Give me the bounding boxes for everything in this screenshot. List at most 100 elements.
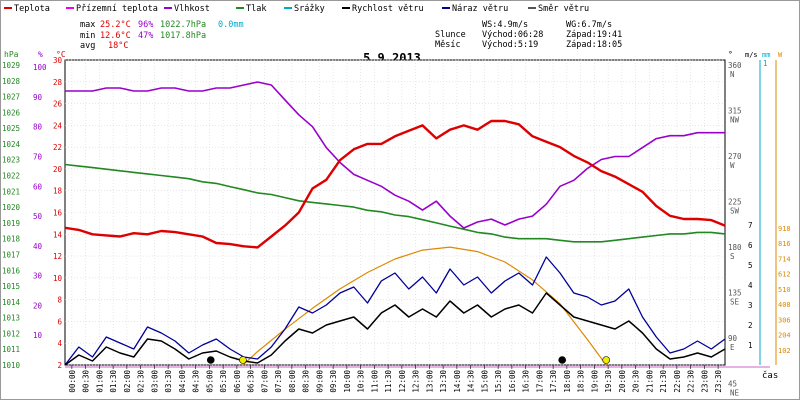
direction-axis-unit: °: [728, 50, 733, 59]
marker-2: [558, 356, 567, 364]
time-tick-22: 11:00: [370, 370, 379, 393]
wind-tick-0: 7: [748, 221, 753, 230]
temperature-tick-6: 18: [53, 187, 63, 196]
time-tick-4: 02:00: [123, 370, 132, 393]
legend-label-2: Vlhkost: [174, 4, 210, 14]
time-tick-15: 07:30: [274, 370, 283, 393]
time-tick-21: 10:30: [357, 370, 366, 393]
temperature-tick-14: 2: [57, 361, 62, 370]
moon-rise: Východ:5:19: [482, 40, 538, 50]
humidity-tick-0: 100: [33, 63, 47, 72]
direction-tick-3: 225: [728, 198, 742, 207]
time-tick-10: 05:00: [205, 370, 214, 393]
time-tick-7: 03:30: [164, 370, 173, 393]
pressure-tick-3: 1026: [2, 108, 21, 117]
time-tick-5: 02:30: [137, 370, 146, 393]
direction-dir-1: NW: [730, 116, 740, 125]
time-tick-3: 01:30: [109, 370, 118, 393]
time-tick-34: 17:00: [535, 370, 544, 393]
direction-dir-6: E: [730, 343, 735, 352]
stats-min-press: 1017.8hPa: [160, 31, 206, 41]
humidity-tick-8: 20: [33, 301, 43, 310]
direction-tick-1: 315: [728, 107, 742, 116]
pressure-tick-10: 1019: [2, 219, 20, 228]
wind-avg-text: WS:4.9m/s: [482, 20, 528, 30]
pressure-tick-17: 1012: [2, 329, 20, 338]
stats-min-label: min: [80, 31, 95, 41]
time-tick-31: 15:30: [494, 370, 503, 393]
direction-tick-4: 180: [728, 243, 742, 252]
temperature-tick-7: 16: [53, 209, 63, 218]
legend-label-4: Srážky: [294, 4, 325, 14]
time-tick-23: 11:30: [384, 370, 393, 393]
stats-min-temp: 12.6°C: [100, 31, 131, 41]
time-tick-18: 09:00: [315, 370, 324, 393]
temperature-tick-2: 26: [53, 100, 63, 109]
time-tick-13: 06:30: [247, 370, 256, 393]
pressure-tick-16: 1013: [2, 314, 20, 323]
time-tick-27: 13:30: [439, 370, 448, 393]
temperature-tick-13: 4: [57, 339, 62, 348]
solar-tick-5: 408: [778, 301, 791, 309]
time-tick-46: 23:00: [700, 370, 709, 393]
time-tick-11: 05:30: [219, 370, 228, 393]
rain-axis: mm1: [759, 51, 770, 365]
time-tick-1: 00:30: [82, 370, 91, 393]
solar-tick-8: 102: [778, 347, 791, 355]
pressure-tick-1: 1028: [2, 77, 21, 86]
pressure-axis-unit: hPa: [4, 50, 19, 59]
time-tick-24: 12:00: [398, 370, 407, 393]
direction-dir-0: N: [730, 70, 735, 79]
pressure-tick-0: 1029: [2, 61, 20, 70]
legend-label-1: Přízemní teplota: [76, 4, 158, 14]
legend-label-7: Směr větru: [538, 4, 589, 14]
stats-max-label: max: [80, 20, 95, 30]
temperature-axis-unit: °C: [56, 50, 66, 59]
wind-tick-1: 6: [748, 241, 753, 250]
pressure-tick-19: 1010: [2, 361, 21, 370]
pressure-tick-12: 1017: [2, 250, 20, 259]
time-tick-12: 06:00: [233, 370, 242, 393]
pressure-tick-15: 1014: [2, 298, 21, 307]
solar-tick-2: 714: [778, 255, 791, 263]
legend-label-3: Tlak: [246, 4, 266, 14]
pressure-tick-5: 1024: [2, 140, 21, 149]
humidity-axis: % 100 90 80 70 60 50 40 30 20 10: [33, 50, 47, 340]
humidity-tick-5: 50: [33, 212, 43, 221]
legend-label-5: Rychlost větru: [352, 4, 424, 14]
time-tick-40: 20:00: [618, 370, 627, 393]
temperature-tick-1: 28: [53, 78, 63, 87]
marker-0: [206, 356, 215, 364]
series-temperature-line: [64, 119, 726, 249]
stats-min-hum: 47%: [138, 31, 153, 41]
stats-max-rain: 0.0mm: [218, 20, 244, 30]
time-tick-45: 22:30: [687, 370, 696, 393]
time-tick-42: 21:00: [645, 370, 654, 393]
time-tick-9: 04:30: [192, 370, 201, 393]
wind-tick-4: 3: [748, 301, 753, 310]
pressure-tick-18: 1011: [2, 345, 20, 354]
time-tick-26: 13:00: [425, 370, 434, 393]
direction-tick-7: 45: [728, 380, 737, 389]
stats-max-temp: 25.2°C: [100, 20, 131, 30]
time-tick-2: 01:00: [95, 370, 104, 393]
time-tick-41: 20:30: [632, 370, 641, 393]
time-tick-33: 16:30: [522, 370, 531, 393]
series-pressure-line: [64, 163, 726, 243]
humidity-tick-7: 30: [33, 272, 43, 281]
moon-set: Západ:18:05: [566, 40, 622, 50]
wind-tick-2: 5: [748, 261, 753, 270]
temperature-tick-12: 6: [57, 317, 62, 326]
pressure-tick-13: 1016: [2, 266, 21, 275]
legend-label-6: Náraz větru: [452, 4, 508, 14]
wind-axis: m/s 7 6 5 4 3 2 1: [745, 51, 758, 350]
humidity-tick-2: 80: [33, 123, 43, 132]
series-group: [64, 81, 726, 366]
time-tick-6: 03:00: [150, 370, 159, 393]
wind-tick-5: 2: [748, 321, 753, 330]
stats-max-press: 1022.7hPa: [160, 20, 206, 30]
temperature-tick-8: 14: [53, 230, 63, 239]
pressure-tick-11: 1018: [2, 235, 21, 244]
wind-tick-3: 4: [748, 281, 753, 290]
